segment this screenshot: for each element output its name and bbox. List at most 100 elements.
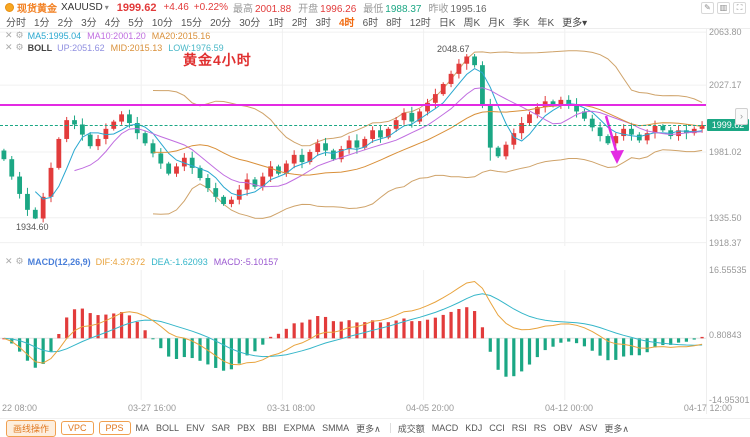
period-tab-周K[interactable]: 周K <box>463 18 481 29</box>
drawn-horizontal-line[interactable] <box>0 104 706 106</box>
x-axis-label: 04-05 20:00 <box>405 403 454 413</box>
period-tab-10分[interactable]: 10分 <box>151 18 173 29</box>
sub-indicator-成交额[interactable]: 成交额 <box>397 423 425 434</box>
stat-value: 1995.16 <box>450 4 487 15</box>
period-tab-2分[interactable]: 2分 <box>57 18 74 29</box>
macd-values: DIF:4.37372 DEA:-1.62093 MACD:-5.10157 <box>96 257 285 267</box>
draw-icon[interactable]: ✎ <box>701 2 714 14</box>
stat-label: 昨收 <box>428 4 449 15</box>
period-tab-3分[interactable]: 3分 <box>81 18 97 29</box>
main-indicator-ENV[interactable]: ENV <box>186 423 205 433</box>
period-tab-more[interactable]: 更多▾ <box>562 18 588 29</box>
x-axis-label: 04-12 00:00 <box>544 403 593 413</box>
main-indicator-BBI[interactable]: BBI <box>262 423 277 433</box>
toolbar-button-2[interactable]: VPC <box>61 421 94 435</box>
toolbar-button-1[interactable]: 画线操作 <box>6 419 57 437</box>
sub-indicator-OBV[interactable]: OBV <box>553 423 573 433</box>
sub-indicator-CCI[interactable]: CCI <box>489 423 505 433</box>
macd-legend: ✕ ⚙ MACD(12,26,9) DIF:4.37372 DEA:-1.6209… <box>5 256 284 267</box>
y-axis-label: 2063.80 <box>709 27 742 38</box>
indicator-value: DEA:-1.62093 <box>151 256 208 267</box>
price-change: +4.46 <box>163 2 189 13</box>
toolbar-divider <box>389 423 391 433</box>
period-tab-分时[interactable]: 分时 <box>6 18 26 29</box>
boll-legend: ✕ ⚙ BOLL UP:2051.62 MID:2015.13 LOW:1976.5… <box>5 42 230 53</box>
main-indicator-更多∧[interactable]: 更多∧ <box>356 423 381 434</box>
close-icon[interactable]: ✕ <box>5 30 13 40</box>
period-tab-季K[interactable]: 季K <box>512 18 530 29</box>
sub-indicator-MACD[interactable]: MACD <box>431 423 459 433</box>
gear-icon[interactable]: ⚙ <box>15 30 24 40</box>
period-tab-20分[interactable]: 20分 <box>210 18 232 29</box>
price-change-pct: +0.22% <box>193 2 228 13</box>
period-tab-15分[interactable]: 15分 <box>180 18 203 29</box>
period-tab-12时[interactable]: 12时 <box>409 18 431 29</box>
main-indicator-MA[interactable]: MA <box>135 423 150 433</box>
stat-value: 1996.26 <box>320 4 357 15</box>
ma-legend: ✕ ⚙ MA5:1995.04 MA10:2001.20 MA20:2015.16 <box>5 30 216 41</box>
period-tab-4分[interactable]: 4分 <box>104 18 121 29</box>
toolbar-button-3[interactable]: PPS <box>98 421 131 435</box>
stat-label: 最高 <box>232 4 253 15</box>
indicator-value: MID:2015.13 <box>110 42 163 53</box>
indicator-value: MACD:-5.10157 <box>213 256 279 267</box>
period-tab-6时[interactable]: 6时 <box>362 18 379 29</box>
quote-stats: 最高 2001.88 开盘 1996.26 最低 1988.37 昨收 1995.16 <box>233 0 494 15</box>
quote-stat: 昨收 1995.16 <box>428 0 486 15</box>
close-icon[interactable]: ✕ <box>5 256 13 266</box>
low-price-label: 1934.60 <box>16 222 49 232</box>
macd-y-axis-label: 0.80843 <box>709 329 742 340</box>
sub-indicator-RSI[interactable]: RSI <box>511 423 527 433</box>
sub-indicator-KDJ[interactable]: KDJ <box>465 423 483 433</box>
ma-values: MA5:1995.04 MA10:2001.20 MA20:2015.16 <box>28 31 217 41</box>
period-tab-30分[interactable]: 30分 <box>239 18 261 29</box>
quote-stat: 开盘 1996.26 <box>298 0 356 15</box>
main-indicator-SMMA[interactable]: SMMA <box>322 423 350 433</box>
period-tab-日K[interactable]: 日K <box>438 18 456 29</box>
period-tab-8时[interactable]: 8时 <box>386 18 402 29</box>
period-tabs: 分时 1分 2分 3分 4分 5分 10分 15分 20分 30分 1时 2时 3时 4时 6时 8时 12时日… <box>0 15 750 29</box>
boll-name: BOLL <box>27 42 53 53</box>
current-price-line <box>0 125 706 127</box>
quote-stat: 最高 2001.88 <box>233 0 291 15</box>
candlestick-chart[interactable] <box>0 29 706 246</box>
period-tab-4时[interactable]: 4时 <box>339 18 355 29</box>
main-indicator-PBX[interactable]: PBX <box>237 423 256 433</box>
indicator-value: MA20:2015.16 <box>151 30 211 41</box>
gear-icon[interactable]: ⚙ <box>15 42 24 52</box>
period-tab-1分[interactable]: 1分 <box>34 18 50 29</box>
kline-style-icon[interactable]: ▥ <box>717 2 730 14</box>
sub-indicator-ASV[interactable]: ASV <box>579 423 598 433</box>
instrument-name: 现货黄金 <box>17 4 57 15</box>
indicator-value: DIF:4.37372 <box>95 256 146 267</box>
instrument-symbol[interactable]: XAUUSD <box>61 2 103 13</box>
close-icon[interactable]: ✕ <box>5 42 13 52</box>
period-tab-年K[interactable]: 年K <box>537 18 555 29</box>
period-tab-3时[interactable]: 3时 <box>315 18 331 29</box>
period-tab-月K[interactable]: 月K <box>488 18 505 29</box>
x-axis-label: 22 08:00 <box>2 403 38 413</box>
panel-expand-button[interactable]: › <box>735 108 748 125</box>
y-axis-label: 1981.02 <box>709 146 742 157</box>
sub-indicator-RS[interactable]: RS <box>533 423 547 433</box>
period-tab-2时[interactable]: 2时 <box>291 18 308 29</box>
axis-divider <box>706 29 707 414</box>
fullscreen-icon[interactable]: ⛶ <box>733 2 746 14</box>
macd-y-axis-label: -14.95301 <box>709 395 750 405</box>
period-tab-5分[interactable]: 5分 <box>128 18 144 29</box>
main-indicator-BOLL[interactable]: BOLL <box>156 423 180 433</box>
sub-indicator-更多∧[interactable]: 更多∧ <box>604 423 629 434</box>
header: 现货黄金 XAUUSD ▾ 1999.62 +4.46 +0.22% 最高 200… <box>0 0 750 15</box>
indicator-value: UP:2051.62 <box>57 42 105 53</box>
macd-chart[interactable] <box>0 270 706 400</box>
x-axis: 22 08:00 03-27 16:00 03-31 08:00 04-05 20:0… <box>2 403 732 413</box>
main-indicator-EXPMA[interactable]: EXPMA <box>283 423 316 433</box>
main-indicator-SAR[interactable]: SAR <box>211 423 231 433</box>
chart-toolbar-icons: ✎ ▥ ⛶ <box>701 2 746 14</box>
annotation-title: 黄金4小时 <box>183 52 252 68</box>
gear-icon[interactable]: ⚙ <box>15 256 24 266</box>
drawn-down-arrow[interactable] <box>598 110 638 172</box>
period-tab-1时[interactable]: 1时 <box>268 18 284 29</box>
chevron-down-icon[interactable]: ▾ <box>104 3 109 12</box>
